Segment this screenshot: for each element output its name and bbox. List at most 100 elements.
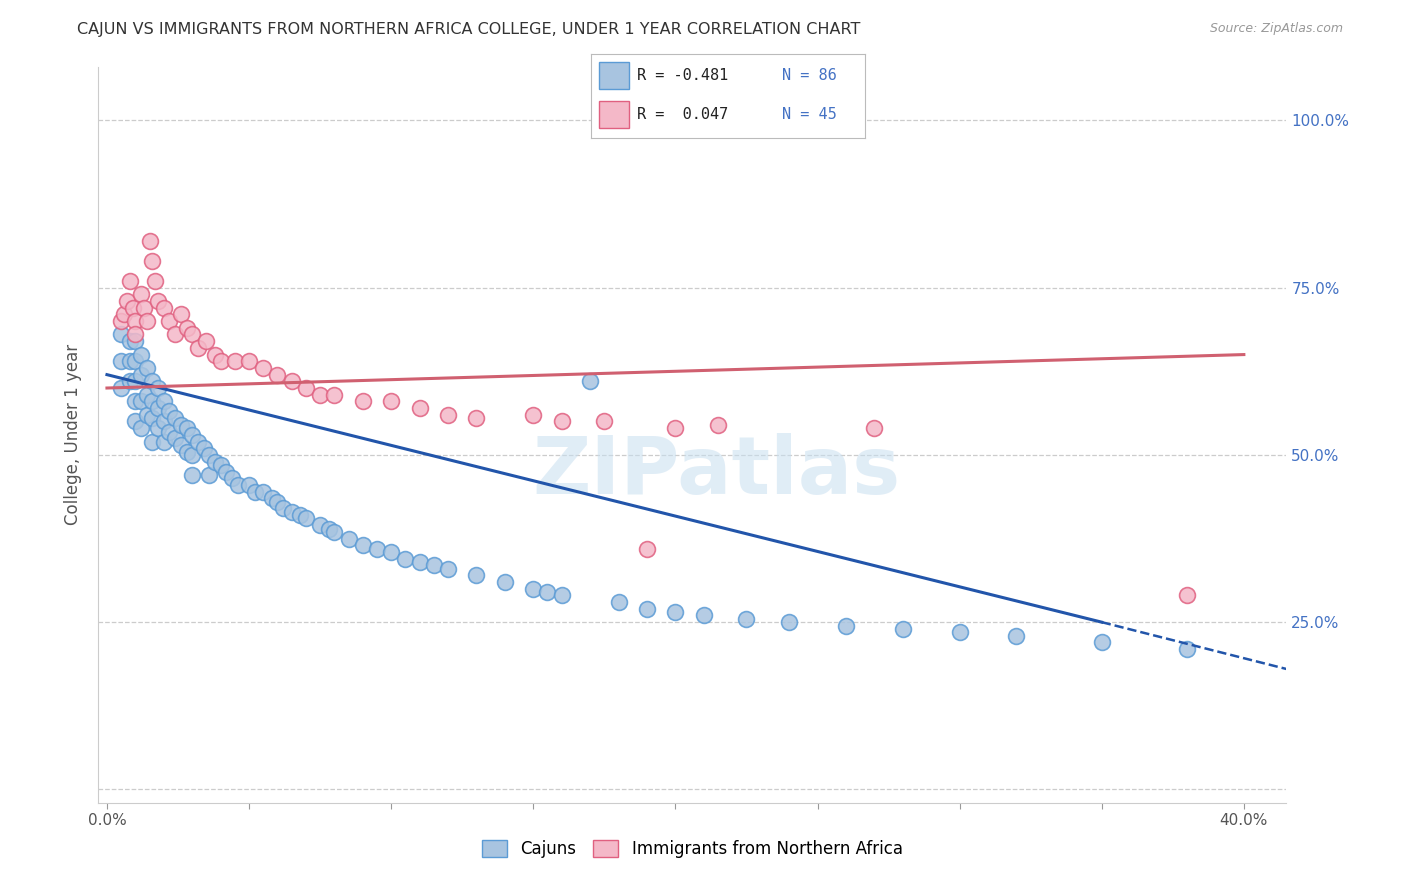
- Text: Source: ZipAtlas.com: Source: ZipAtlas.com: [1209, 22, 1343, 36]
- Point: [124, 374, 146, 388]
- Point: [118, 374, 141, 388]
- Point: [551, 414, 574, 428]
- Point: [408, 555, 430, 569]
- Point: [891, 622, 914, 636]
- Point: [165, 431, 187, 445]
- Point: [664, 421, 686, 435]
- Point: [352, 538, 374, 552]
- Point: [260, 491, 283, 506]
- Point: [522, 408, 544, 422]
- Point: [579, 374, 602, 388]
- Point: [141, 411, 163, 425]
- Point: [271, 501, 294, 516]
- Text: N = 45: N = 45: [782, 107, 837, 122]
- Point: [176, 320, 198, 334]
- Point: [170, 307, 193, 321]
- Point: [129, 394, 152, 409]
- Point: [735, 612, 758, 626]
- Point: [198, 467, 221, 482]
- Point: [152, 394, 174, 409]
- Point: [176, 421, 198, 435]
- Point: [159, 314, 181, 328]
- Point: [309, 518, 332, 533]
- Point: [176, 444, 198, 458]
- Point: [135, 314, 157, 328]
- Point: [129, 287, 152, 301]
- Point: [607, 595, 630, 609]
- Point: [295, 511, 318, 525]
- Point: [124, 414, 146, 428]
- Point: [224, 354, 246, 368]
- Point: [636, 601, 658, 615]
- Point: [118, 274, 141, 288]
- Point: [221, 471, 243, 485]
- Point: [141, 253, 163, 268]
- Point: [181, 327, 204, 342]
- Point: [290, 508, 312, 523]
- Bar: [599, 101, 628, 128]
- Point: [129, 347, 152, 362]
- Point: [423, 558, 446, 573]
- Point: [536, 585, 558, 599]
- Point: [124, 314, 146, 328]
- Point: [323, 524, 346, 539]
- Text: CAJUN VS IMMIGRANTS FROM NORTHERN AFRICA COLLEGE, UNDER 1 YEAR CORRELATION CHART: CAJUN VS IMMIGRANTS FROM NORTHERN AFRICA…: [77, 22, 860, 37]
- Point: [135, 408, 157, 422]
- Point: [170, 417, 193, 432]
- Point: [1091, 635, 1114, 649]
- Point: [146, 381, 169, 395]
- Y-axis label: College, Under 1 year: College, Under 1 year: [65, 344, 83, 525]
- Point: [593, 414, 616, 428]
- Point: [110, 314, 132, 328]
- Point: [835, 618, 858, 632]
- Point: [636, 541, 658, 556]
- Point: [195, 334, 218, 348]
- Point: [465, 568, 488, 582]
- Point: [693, 608, 716, 623]
- Point: [110, 381, 132, 395]
- Point: [152, 434, 174, 449]
- Point: [146, 421, 169, 435]
- Point: [132, 301, 155, 315]
- Point: [252, 484, 274, 499]
- Point: [778, 615, 800, 630]
- Point: [165, 411, 187, 425]
- Point: [226, 478, 249, 492]
- Point: [159, 404, 181, 418]
- Point: [170, 438, 193, 452]
- Point: [181, 427, 204, 442]
- Point: [129, 368, 152, 382]
- Point: [159, 425, 181, 439]
- Point: [181, 467, 204, 482]
- Point: [209, 458, 232, 472]
- Point: [124, 354, 146, 368]
- Point: [124, 334, 146, 348]
- Point: [187, 434, 209, 449]
- Point: [280, 374, 302, 388]
- Point: [118, 354, 141, 368]
- Point: [408, 401, 430, 416]
- Point: [141, 434, 163, 449]
- Point: [280, 505, 302, 519]
- Point: [152, 414, 174, 428]
- Text: R = -0.481: R = -0.481: [637, 68, 728, 83]
- Point: [181, 448, 204, 462]
- Point: [115, 293, 138, 308]
- Point: [380, 394, 402, 409]
- Point: [143, 274, 166, 288]
- Point: [129, 421, 152, 435]
- Legend: Cajuns, Immigrants from Northern Africa: Cajuns, Immigrants from Northern Africa: [475, 833, 910, 864]
- Point: [949, 625, 972, 640]
- Point: [1175, 589, 1198, 603]
- Point: [124, 394, 146, 409]
- Point: [204, 347, 226, 362]
- Point: [437, 408, 460, 422]
- Point: [352, 394, 374, 409]
- Text: ZIPatlas: ZIPatlas: [531, 433, 900, 510]
- Point: [863, 421, 886, 435]
- Point: [522, 582, 544, 596]
- Point: [243, 484, 266, 499]
- Point: [266, 494, 288, 508]
- Point: [437, 562, 460, 576]
- Point: [124, 327, 146, 342]
